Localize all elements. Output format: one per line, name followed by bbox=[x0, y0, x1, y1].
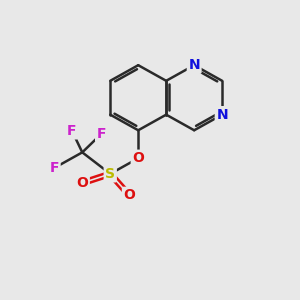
Text: F: F bbox=[50, 161, 59, 175]
Text: N: N bbox=[216, 108, 228, 122]
Text: S: S bbox=[105, 167, 115, 181]
Text: O: O bbox=[132, 151, 144, 165]
Text: O: O bbox=[124, 188, 135, 202]
Text: F: F bbox=[97, 127, 106, 141]
Text: F: F bbox=[67, 124, 77, 138]
Text: O: O bbox=[76, 176, 88, 190]
Text: N: N bbox=[188, 58, 200, 72]
